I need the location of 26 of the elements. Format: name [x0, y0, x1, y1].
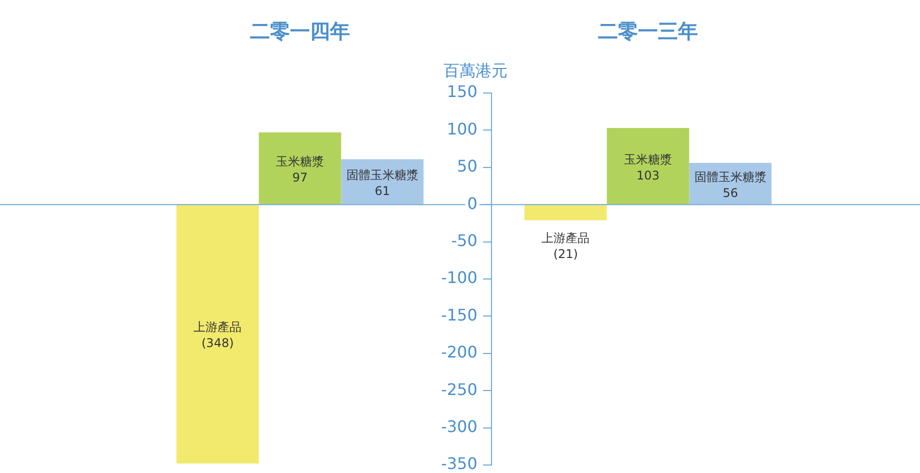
- y-tick-label: -250: [441, 380, 478, 399]
- y-tick-label: 150: [446, 82, 478, 102]
- data-label: 103: [636, 168, 660, 182]
- y-tick-label: 0: [467, 194, 478, 213]
- y-tick-label: -100: [441, 268, 478, 288]
- data-label: 97: [292, 170, 308, 185]
- series-label: 上游產品: [542, 231, 590, 246]
- y-tick-label: -350: [441, 454, 478, 473]
- series-label: 固體玉米糖漿: [694, 170, 766, 184]
- text: 固體玉米糖漿: [346, 168, 418, 182]
- text: 玉米糖漿: [276, 154, 324, 169]
- data-label: 61: [374, 184, 390, 198]
- y-tick-label: -200: [441, 342, 478, 362]
- y-axis-title: 百萬港元: [443, 61, 508, 80]
- data-label: (21): [553, 247, 578, 262]
- series-label: 玉米糖漿: [624, 152, 672, 166]
- y-tick-label: -150: [441, 305, 478, 324]
- data-label: (348): [202, 336, 234, 350]
- x-tick-label: 二零一四年: [250, 19, 350, 44]
- x-tick-label: 二零一三年: [598, 19, 698, 44]
- y-tick-label: -300: [441, 416, 478, 436]
- data-label: 56: [722, 186, 738, 200]
- y-tick-label: -50: [451, 230, 478, 250]
- y-tick-label: 100: [446, 119, 478, 138]
- y-tick-label: 50: [457, 156, 478, 176]
- text: 上游產品: [194, 320, 242, 334]
